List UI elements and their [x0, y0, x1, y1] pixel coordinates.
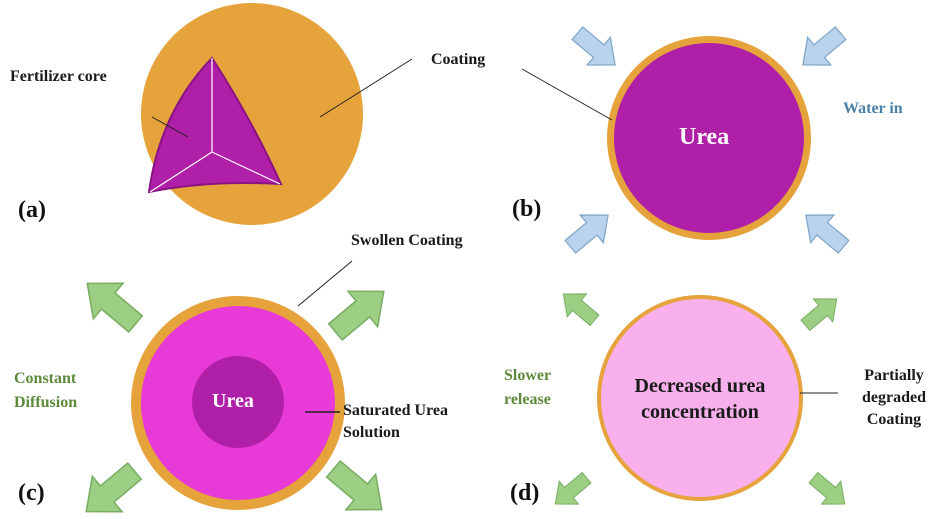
- release-arrow-bottom-right: [803, 465, 855, 516]
- release-arrow-top-right: [795, 287, 847, 338]
- panel-d-dilute-solution: [601, 299, 799, 497]
- panel-d-center-text-line1: Decreased urea: [634, 375, 766, 397]
- diffusion-arrow-bottom-right: [317, 450, 398, 519]
- panel-c-granule: [70, 260, 400, 519]
- water-arrow-top-right: [790, 18, 853, 80]
- panel-tag-d: (d): [510, 480, 540, 506]
- panel-a-granule: [141, 3, 413, 225]
- water-arrow-bottom-right: [793, 200, 856, 262]
- constant-diffusion-label-line1: Constant: [14, 370, 77, 387]
- degraded-coating-label-line1: Partially: [864, 367, 924, 384]
- panel-a-core-edges: [149, 58, 281, 193]
- diffusion-arrow-bottom-left: [70, 452, 151, 519]
- panel-tag-a: (a): [18, 197, 46, 223]
- fertilizer-core-label: Fertilizer core: [10, 68, 107, 85]
- release-arrow-bottom-left: [545, 465, 597, 516]
- degraded-coating-label-line3: Coating: [866, 411, 922, 428]
- degraded-coating-label-line2: degraded: [862, 389, 926, 406]
- water-arrow-bottom-left: [558, 200, 621, 262]
- swollen-coating-label: Swollen Coating: [351, 232, 463, 249]
- panel-b-coating-pointer: [521, 68, 613, 121]
- panel-c-urea-text: Urea: [212, 390, 254, 412]
- release-arrow-top-left: [553, 282, 605, 333]
- panel-tag-b: (b): [512, 196, 542, 222]
- saturated-solution-label-line1: Saturated Urea: [343, 402, 449, 419]
- panel-a-core-pointer: [151, 116, 189, 138]
- panel-a-fertilizer-core: [147, 56, 283, 194]
- panel-b-urea-text: Urea: [679, 124, 730, 150]
- panel-b-urea-core: [614, 43, 804, 233]
- panel-c-urea-core: [192, 356, 284, 448]
- water-arrow-top-left: [565, 18, 628, 80]
- diffusion-arrow-top-left: [71, 264, 152, 343]
- slower-release-label-line2: release: [504, 391, 551, 408]
- slower-release-label-line1: Slower: [504, 367, 552, 384]
- panel-tag-c: (c): [18, 480, 45, 506]
- water-in-label: Water in: [843, 100, 903, 117]
- constant-diffusion-label-line2: Diffusion: [14, 394, 78, 411]
- panel-d-granule: [545, 282, 855, 516]
- coating-label: Coating: [431, 51, 486, 68]
- panel-d-center-text-line2: concentration: [641, 401, 759, 423]
- saturated-solution-label-line2: Solution: [343, 424, 400, 441]
- panel-c-coating-pointer: [297, 260, 353, 307]
- diffusion-arrow-top-right: [319, 272, 400, 351]
- panel-b-granule: [521, 18, 856, 262]
- panel-a-coating-pointer: [319, 58, 413, 118]
